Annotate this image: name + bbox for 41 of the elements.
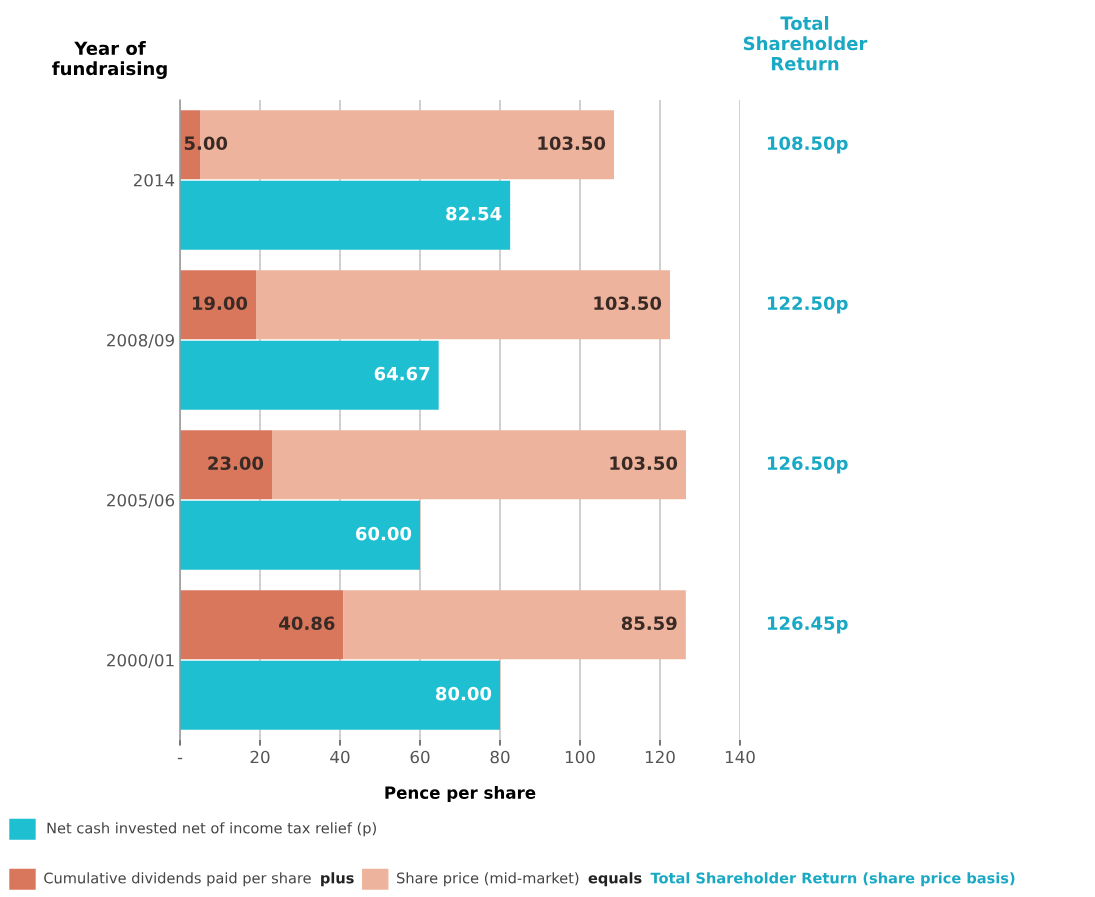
data-label: 23.00 bbox=[208, 456, 264, 471]
bar bbox=[180, 270, 256, 340]
x-tick-label: 40 bbox=[330, 750, 350, 764]
x-tick-label: - bbox=[177, 757, 183, 760]
legend-label: Cumulative dividends paid per share bbox=[44, 872, 311, 887]
x-tick-label: 100 bbox=[565, 750, 595, 764]
y-axis-title: Year of fundraising bbox=[52, 41, 167, 79]
x-tick-label: 60 bbox=[410, 750, 430, 764]
x-tick-label: 120 bbox=[645, 750, 675, 764]
bar bbox=[343, 590, 686, 660]
data-label: 103.50 bbox=[610, 456, 678, 471]
text: 122.50p bbox=[767, 296, 848, 314]
data-label: 64.67 bbox=[374, 366, 430, 381]
legend-label: Net cash invested net of income tax relief (p) bbox=[47, 822, 376, 837]
text: plus bbox=[321, 872, 354, 887]
legend-label: Share price (mid-market) bbox=[397, 872, 579, 887]
data-label: 60.00 bbox=[356, 526, 412, 541]
data-label: 82.54 bbox=[446, 206, 502, 221]
y-tick-label: 2014 bbox=[133, 173, 175, 187]
bar bbox=[256, 270, 670, 340]
y-tick-label: 2005/06 bbox=[107, 493, 175, 508]
data-label: 19.00 bbox=[192, 296, 248, 311]
data-label: 80.00 bbox=[435, 686, 492, 701]
data-label: 5.00 bbox=[184, 136, 228, 151]
text: 126.45p bbox=[767, 616, 848, 634]
x-axis-title: Pence per share bbox=[385, 785, 536, 803]
text: equals bbox=[588, 872, 642, 887]
x-tick-label: 20 bbox=[250, 750, 270, 764]
text: Total Shareholder Return (share price basis) bbox=[650, 872, 1015, 887]
bar bbox=[272, 430, 686, 500]
text: Total Shareholder Return bbox=[743, 16, 868, 71]
data-label: 103.50 bbox=[538, 136, 606, 151]
data-label: 85.59 bbox=[621, 616, 677, 631]
data-label: 103.50 bbox=[594, 296, 662, 311]
y-tick-label: 2008/09 bbox=[107, 333, 174, 348]
data-label: 40.86 bbox=[279, 616, 335, 631]
x-tick-label: 80 bbox=[490, 750, 510, 764]
text: 108.50p bbox=[767, 136, 848, 154]
x-tick-label: 140 bbox=[725, 750, 755, 764]
text: 126.50p bbox=[767, 456, 848, 474]
y-tick-label: 2000/01 bbox=[107, 653, 174, 668]
